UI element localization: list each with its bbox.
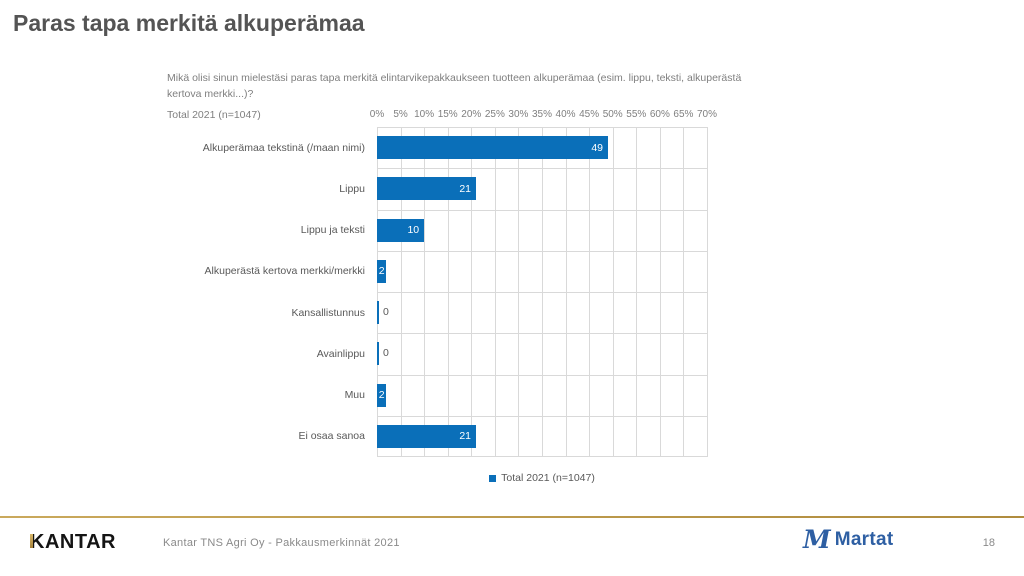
gridline-horizontal <box>377 209 707 211</box>
bar: 21 <box>377 424 476 448</box>
footer-source-text: Kantar TNS Agri Oy - Pakkausmerkinnät 20… <box>163 537 400 549</box>
bar-value-label: 21 <box>459 430 471 443</box>
x-axis-tick: 30% <box>508 109 529 120</box>
x-axis-tick: 70% <box>696 109 717 120</box>
bar-value-label: 0 <box>383 347 389 360</box>
gridline-horizontal <box>377 456 707 457</box>
category-label: Avainlippu <box>316 347 365 360</box>
x-axis-tick: 40% <box>555 109 576 120</box>
x-axis-tick: 0% <box>369 109 385 120</box>
category-label: Alkuperästä kertova merkki/merkki <box>204 265 365 278</box>
x-axis-tick-labels: 0% 5% 10% 15% 20% 25% 30% 35% 40% 45% 50% 55% 60% 65%… <box>370 109 717 121</box>
bar-value-label: 10 <box>407 224 420 237</box>
category-label: Lippu <box>339 182 365 195</box>
legend-marker-icon <box>489 474 497 482</box>
kantar-logo: KANTAR <box>30 531 116 553</box>
gridline-horizontal <box>377 333 707 335</box>
category-label: Alkuperämaa tekstinä (/maan nimi) <box>202 141 365 154</box>
zero-bar-tick <box>377 342 379 366</box>
bar-value-label: 2 <box>378 389 385 402</box>
x-axis-tick: 65% <box>673 109 694 120</box>
slide-title: Paras tapa merkitä alkuperämaa <box>13 10 365 36</box>
bar-value-label: 21 <box>459 182 471 195</box>
bar: 2 <box>377 383 387 407</box>
martat-monogram-icon: M <box>803 525 831 554</box>
x-axis-tick: 35% <box>531 109 552 120</box>
gridline-horizontal <box>377 168 707 170</box>
martat-logo: M Martat <box>803 527 894 552</box>
bar-chart-plot-area: 49 21 10 2 0 0 2 21 <box>377 127 708 457</box>
x-axis-tick: 5% <box>393 109 408 120</box>
x-axis-tick: 50% <box>602 109 623 120</box>
sample-size-label: Total 2021 (n=1047) <box>167 109 261 121</box>
bar: 2 <box>377 259 387 283</box>
bar: 49 <box>377 136 608 160</box>
x-axis-tick: 10% <box>414 109 435 120</box>
x-axis-tick: 60% <box>649 109 670 120</box>
gridline-horizontal <box>377 374 707 376</box>
x-axis-tick: 55% <box>626 109 647 120</box>
x-axis-tick: 45% <box>579 109 600 120</box>
martat-wordmark: Martat <box>834 528 894 550</box>
gridline-horizontal <box>377 127 707 128</box>
bar: 21 <box>377 177 476 201</box>
category-label: Lippu ja teksti <box>300 224 365 237</box>
gridline-horizontal <box>377 292 707 293</box>
bar-value-label: 2 <box>378 265 385 278</box>
zero-bar-tick <box>377 301 379 325</box>
legend-label: Total 2021 (n=1047) <box>501 472 595 484</box>
gridline-horizontal <box>377 250 707 252</box>
x-axis-tick: 20% <box>461 109 482 120</box>
chart-legend: Total 2021 (n=1047) <box>377 472 707 484</box>
category-label: Ei osaa sanoa <box>298 430 365 443</box>
bar-value-label: 49 <box>591 141 603 154</box>
page-number: 18 <box>982 537 995 549</box>
gridline-vertical <box>707 127 708 457</box>
survey-question-text: Mikä olisi sinun mielestäsi paras tapa m… <box>167 72 742 100</box>
footer-accent-line <box>0 516 1024 518</box>
bar: 10 <box>377 218 425 242</box>
x-axis-tick: 15% <box>437 109 458 120</box>
category-axis-labels: Alkuperämaa tekstinä (/maan nimi) Lippu Li… <box>60 127 371 457</box>
category-label: Kansallistunnus <box>291 306 365 319</box>
gridline-horizontal <box>377 415 707 417</box>
bar-value-label: 0 <box>383 306 389 319</box>
x-axis-tick: 25% <box>484 109 505 120</box>
category-label: Muu <box>344 389 365 402</box>
